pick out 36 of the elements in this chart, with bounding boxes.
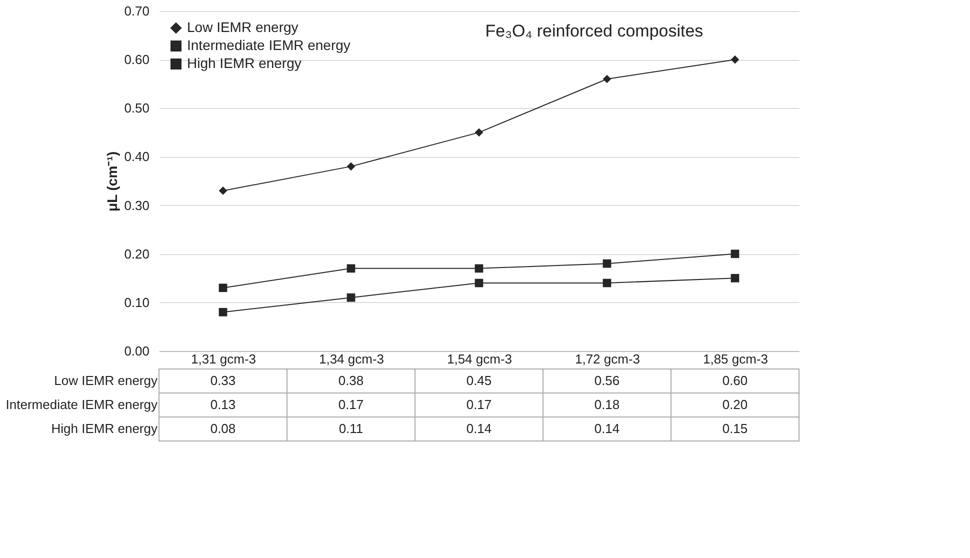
x-tick-label: 1,72 gcm-3 — [574, 352, 640, 366]
y-tick-label: 0.70 — [124, 4, 150, 18]
y-tick-label: 0.00 — [124, 344, 150, 358]
data-label: 0.13 — [210, 397, 236, 412]
data-label: 0.20 — [722, 397, 748, 412]
data-label: 0.18 — [594, 397, 620, 412]
y-tick-label: 0.60 — [124, 52, 150, 68]
y-tick-label: 0.30 — [124, 198, 150, 213]
y-axis-title: μL (cm⁻¹) — [104, 152, 120, 212]
x-tick-label: 1,54 gcm-3 — [446, 352, 512, 366]
text: Fe₃O₄ reinforced composites — [485, 21, 704, 40]
text: Low IEMR energy — [54, 373, 158, 388]
legend-label: High IEMR energy — [187, 55, 302, 71]
y-tick-label: 0.10 — [124, 294, 150, 310]
data-label: 0.45 — [466, 373, 492, 388]
data-label: 0.17 — [338, 397, 364, 412]
data-label: 0.17 — [466, 397, 492, 412]
legend-label: Low IEMR energy — [187, 19, 298, 35]
data-label: 0.56 — [594, 373, 620, 388]
data-label: 0.11 — [338, 421, 364, 436]
data-label: 0.08 — [210, 421, 236, 436]
x-tick-label: 1,85 gcm-3 — [702, 352, 768, 366]
data-label: 0.14 — [466, 421, 492, 436]
data-label: 0.14 — [594, 421, 620, 436]
data-label: 0.38 — [338, 373, 364, 388]
y-tick-label: 0.20 — [124, 246, 150, 262]
x-tick-label: 1,34 gcm-3 — [318, 352, 384, 366]
legend-label: Intermediate IEMR energy — [187, 37, 350, 53]
text: High IEMR energy — [51, 421, 158, 436]
text: Intermediate IEMR energy — [6, 397, 158, 412]
data-label: 0.60 — [722, 373, 748, 388]
y-tick-label: 0.40 — [124, 149, 150, 164]
data-label: 0.15 — [722, 421, 748, 436]
data-label: 0.33 — [210, 373, 236, 388]
y-tick-label: 0.50 — [124, 100, 150, 116]
x-tick-label: 1,31 gcm-3 — [190, 352, 256, 366]
